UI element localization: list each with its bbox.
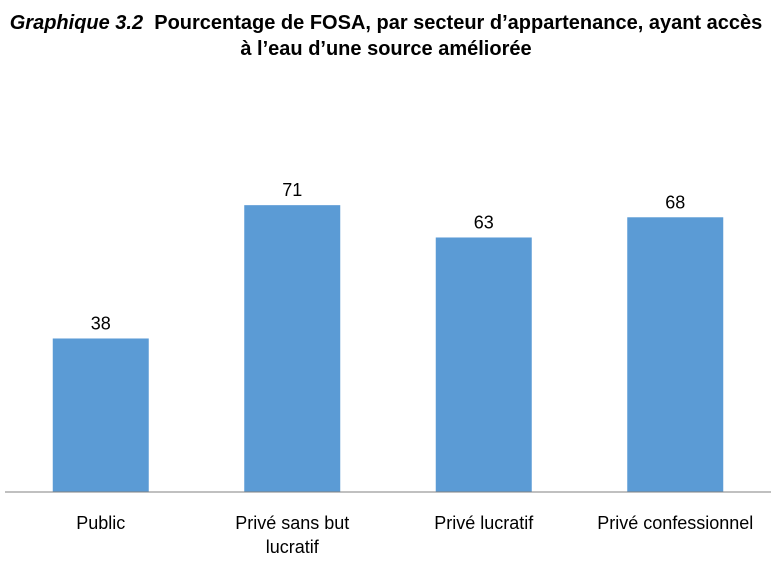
chart-title: Graphique 3.2 Pourcentage de FOSA, par s… <box>5 10 767 62</box>
value-label: 71 <box>282 180 302 200</box>
bar <box>52 338 149 492</box>
x-tick-label: Privé lucratif <box>434 513 534 533</box>
x-tick-label: Privé confessionnel <box>597 513 754 533</box>
bar <box>435 237 532 492</box>
x-tick-label: Privé sans but lucratif <box>235 513 350 557</box>
title-label: Graphique 3.2 <box>9 12 144 34</box>
value-label: 38 <box>91 313 111 333</box>
value-label: 63 <box>474 212 494 232</box>
value-label: 68 <box>665 192 685 212</box>
x-tick-label: Public <box>76 513 126 533</box>
title-text: Pourcentage de FOSA, par secteur d’appar… <box>154 12 763 60</box>
bar <box>627 217 724 492</box>
bar <box>244 205 341 492</box>
